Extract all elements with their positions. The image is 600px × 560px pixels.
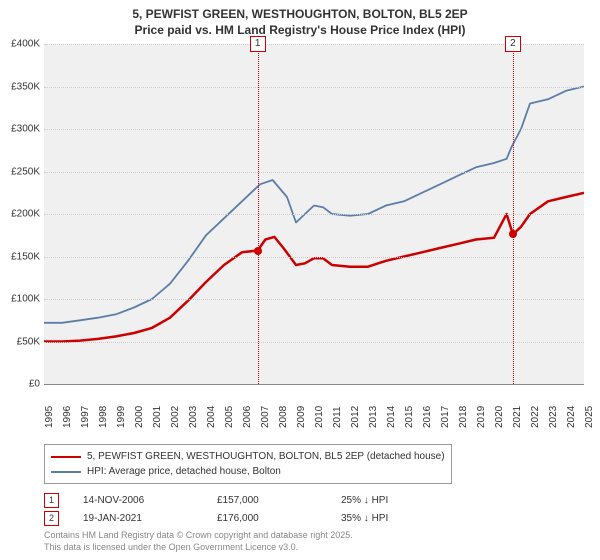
x-axis-label: 2009 — [296, 388, 307, 428]
x-axis-label: 2017 — [440, 388, 451, 428]
gridline — [44, 129, 584, 130]
x-axis-label: 2014 — [386, 388, 397, 428]
x-axis-label: 2006 — [242, 388, 253, 428]
x-axis-label: 2023 — [548, 388, 559, 428]
x-axis-label: 2018 — [458, 388, 469, 428]
x-axis-label: 1996 — [62, 388, 73, 428]
x-axis-label: 1995 — [44, 388, 55, 428]
series-price_paid — [44, 193, 584, 342]
x-axis-label: 2024 — [566, 388, 577, 428]
event-marker: 2 — [505, 36, 521, 52]
x-axis-label: 2013 — [368, 388, 379, 428]
event-date: 19-JAN-2021 — [83, 513, 193, 524]
event-delta: 35% ↓ HPI — [341, 513, 388, 524]
x-axis-label: 1997 — [80, 388, 91, 428]
x-axis-label: 2000 — [134, 388, 145, 428]
attribution: Contains HM Land Registry data © Crown c… — [44, 530, 584, 553]
gridline — [44, 257, 584, 258]
x-axis-label: 1999 — [116, 388, 127, 428]
y-axis-label: £50K — [0, 336, 40, 347]
event-row: 1 14-NOV-2006 £157,000 25% ↓ HPI — [44, 493, 584, 508]
attribution-line-1: Contains HM Land Registry data © Crown c… — [44, 530, 584, 542]
event-point — [254, 247, 262, 255]
x-axis-label: 2010 — [314, 388, 325, 428]
series-hpi — [44, 87, 584, 323]
event-date: 14-NOV-2006 — [83, 495, 193, 506]
chart-footer: 5, PEWFIST GREEN, WESTHOUGHTON, BOLTON, … — [44, 444, 584, 553]
x-axis-label: 2016 — [422, 388, 433, 428]
event-point — [509, 230, 517, 238]
chart-container: 5, PEWFIST GREEN, WESTHOUGHTON, BOLTON, … — [0, 0, 600, 560]
event-delta: 25% ↓ HPI — [341, 495, 388, 506]
plot-area: 12 — [44, 44, 584, 385]
x-axis-label: 2021 — [512, 388, 523, 428]
y-axis-label: £400K — [0, 39, 40, 50]
x-axis-label: 1998 — [98, 388, 109, 428]
legend: 5, PEWFIST GREEN, WESTHOUGHTON, BOLTON, … — [44, 444, 452, 484]
x-axis-label: 2007 — [260, 388, 271, 428]
x-axis-label: 2019 — [476, 388, 487, 428]
y-axis-label: £250K — [0, 166, 40, 177]
event-vline — [513, 44, 514, 384]
y-axis-label: £300K — [0, 124, 40, 135]
event-price: £157,000 — [217, 495, 317, 506]
event-price: £176,000 — [217, 513, 317, 524]
event-rows: 1 14-NOV-2006 £157,000 25% ↓ HPI 2 19-JAN-202… — [44, 493, 584, 526]
y-axis-label: £0 — [0, 379, 40, 390]
x-axis-label: 2008 — [278, 388, 289, 428]
gridline — [44, 342, 584, 343]
x-axis-label: 2015 — [404, 388, 415, 428]
x-axis-label: 2022 — [530, 388, 541, 428]
event-vline — [258, 44, 259, 384]
chart-title: 5, PEWFIST GREEN, WESTHOUGHTON, BOLTON, … — [0, 0, 600, 38]
gridline — [44, 299, 584, 300]
gridline — [44, 87, 584, 88]
x-axis-label: 2001 — [152, 388, 163, 428]
title-line-1: 5, PEWFIST GREEN, WESTHOUGHTON, BOLTON, … — [0, 6, 600, 22]
gridline — [44, 214, 584, 215]
x-axis-label: 2025 — [584, 388, 595, 428]
gridline — [44, 44, 584, 45]
legend-swatch-hpi — [51, 471, 81, 473]
legend-row-1: 5, PEWFIST GREEN, WESTHOUGHTON, BOLTON, … — [51, 449, 445, 464]
chart-area: 12 £0£50K£100K£150K£200K£250K£300K£350K£… — [44, 44, 584, 414]
legend-label-price: 5, PEWFIST GREEN, WESTHOUGHTON, BOLTON, … — [87, 449, 445, 464]
event-row: 2 19-JAN-2021 £176,000 35% ↓ HPI — [44, 511, 584, 526]
x-axis-label: 2003 — [188, 388, 199, 428]
y-axis-label: £150K — [0, 251, 40, 262]
x-axis-label: 2011 — [332, 388, 343, 428]
x-axis-label: 2012 — [350, 388, 361, 428]
y-axis-label: £200K — [0, 209, 40, 220]
x-axis-label: 2020 — [494, 388, 505, 428]
x-axis-label: 2002 — [170, 388, 181, 428]
event-marker: 1 — [250, 36, 266, 52]
legend-label-hpi: HPI: Average price, detached house, Bolt… — [87, 464, 281, 479]
x-axis-label: 2004 — [206, 388, 217, 428]
attribution-line-2: This data is licensed under the Open Gov… — [44, 542, 584, 554]
event-row-marker: 1 — [44, 493, 59, 508]
y-axis-label: £100K — [0, 294, 40, 305]
x-axis-label: 2005 — [224, 388, 235, 428]
legend-swatch-price — [51, 456, 81, 458]
event-row-marker: 2 — [44, 511, 59, 526]
gridline — [44, 172, 584, 173]
legend-row-2: HPI: Average price, detached house, Bolt… — [51, 464, 445, 479]
y-axis-label: £350K — [0, 81, 40, 92]
